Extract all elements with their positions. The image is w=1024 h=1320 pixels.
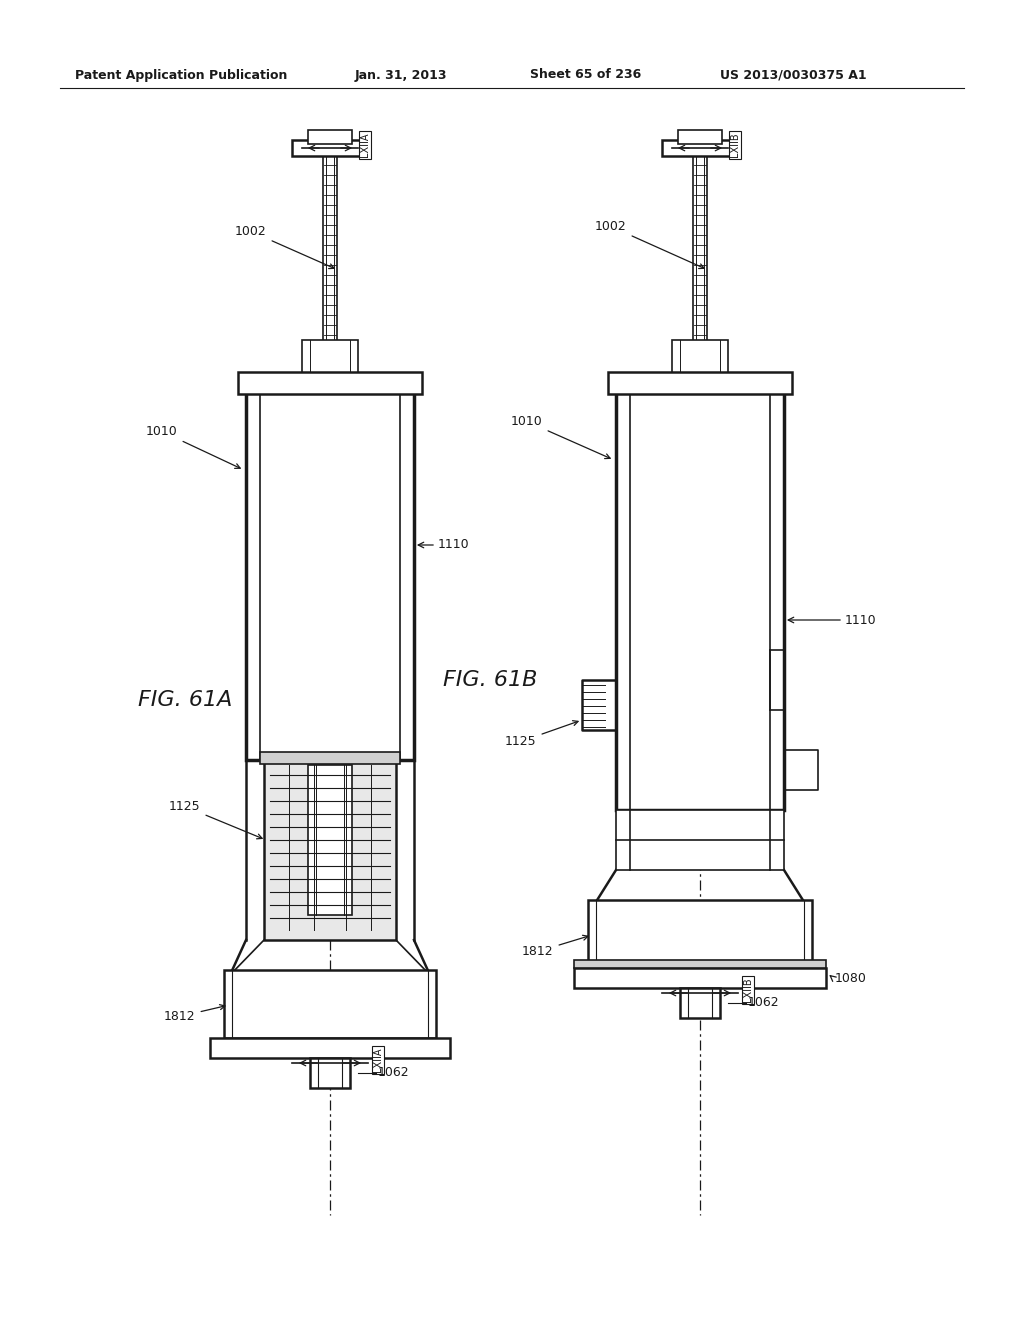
Bar (246, 389, 414, 760)
Bar (662, 140, 738, 156)
Bar (323, 145, 337, 360)
Text: FIG. 61A: FIG. 61A (138, 690, 232, 710)
Text: Sheet 65 of 236: Sheet 65 of 236 (530, 69, 641, 82)
Text: 1002: 1002 (595, 220, 705, 268)
Text: FIG. 61B: FIG. 61B (442, 671, 538, 690)
Bar (308, 766, 352, 915)
Bar (588, 900, 812, 968)
Bar (574, 968, 826, 987)
Text: 1010: 1010 (146, 425, 241, 469)
Text: LXIIA: LXIIA (360, 133, 370, 157)
Text: 1062: 1062 (748, 997, 779, 1010)
Text: 1010: 1010 (511, 414, 610, 458)
Text: US 2013/0030375 A1: US 2013/0030375 A1 (720, 69, 866, 82)
Bar (310, 1059, 350, 1088)
Bar (308, 129, 352, 144)
Text: 1080: 1080 (835, 972, 867, 985)
Bar (210, 1038, 450, 1059)
Bar (224, 970, 436, 1038)
Text: LXIIA: LXIIA (373, 1048, 383, 1072)
Text: LXIIB: LXIIB (730, 133, 740, 157)
Text: 1812: 1812 (164, 1005, 225, 1023)
Text: 1110: 1110 (845, 614, 877, 627)
Bar (678, 129, 722, 144)
Bar (680, 987, 720, 1018)
Bar (238, 372, 422, 393)
Text: 1125: 1125 (169, 800, 262, 838)
Text: 1110: 1110 (438, 539, 470, 552)
Bar (616, 389, 784, 810)
Text: 1812: 1812 (522, 936, 588, 958)
Bar (302, 341, 358, 405)
Bar (574, 960, 826, 968)
Text: 1062: 1062 (378, 1067, 410, 1080)
Bar (260, 752, 400, 764)
Bar (693, 145, 707, 360)
Text: 1125: 1125 (505, 721, 579, 748)
Bar (608, 372, 792, 393)
Bar (264, 760, 396, 940)
Text: Jan. 31, 2013: Jan. 31, 2013 (355, 69, 447, 82)
Text: 1002: 1002 (234, 224, 334, 268)
Bar (616, 810, 784, 870)
Text: LXIIB: LXIIB (743, 978, 753, 1002)
Bar (292, 140, 368, 156)
Text: Patent Application Publication: Patent Application Publication (75, 69, 288, 82)
Bar (672, 341, 728, 405)
